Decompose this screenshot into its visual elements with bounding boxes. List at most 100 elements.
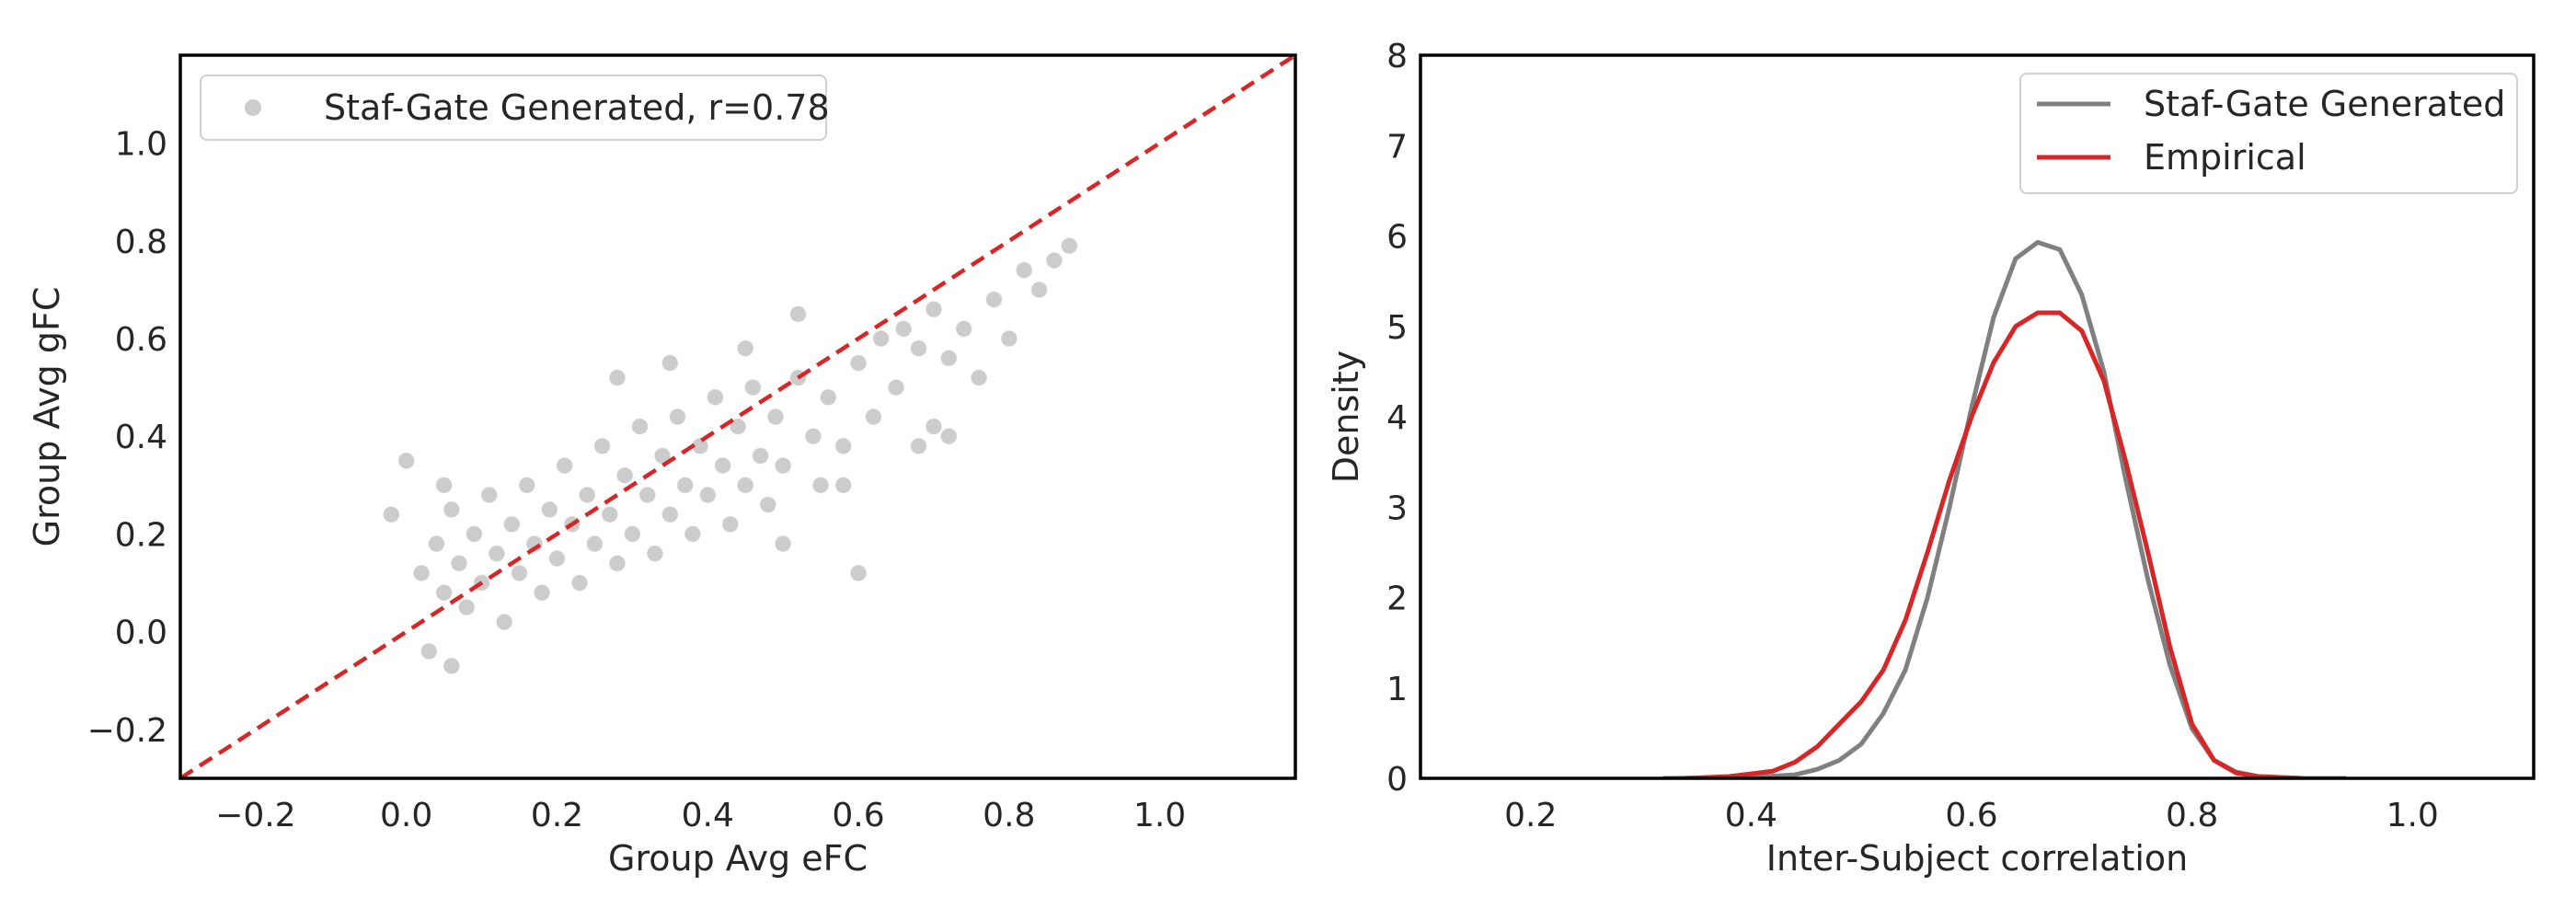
x-tick-label: 0.6 bbox=[832, 797, 884, 834]
y-tick-label: 0.2 bbox=[115, 516, 167, 554]
scatter-point bbox=[834, 437, 853, 455]
scatter-point bbox=[623, 524, 641, 544]
scatter-point bbox=[397, 452, 416, 470]
y-tick-label: 0.6 bbox=[115, 321, 167, 359]
scatter-point bbox=[668, 408, 687, 426]
y-tick-label: 2 bbox=[1386, 581, 1408, 618]
scatter-point bbox=[721, 515, 740, 534]
density-panel: 0.2 0.4 0.6 0.8 1.0 0 1 2 3 4 5 6 7 8 Inter-Subject co… bbox=[1326, 38, 2536, 879]
y-tick-label: 5 bbox=[1386, 309, 1408, 347]
scatter-point bbox=[834, 476, 853, 494]
scatter-point bbox=[751, 446, 770, 466]
scatter-panel: −0.2 0.0 0.2 0.4 0.6 0.8 1.0 −0.2 0.0 0.2 0.4 0.6 0.… bbox=[27, 53, 1297, 879]
scatter-point bbox=[646, 545, 664, 563]
scatter-point bbox=[925, 418, 943, 436]
scatter-point bbox=[540, 500, 558, 519]
scatter-point bbox=[480, 486, 499, 504]
legend: Staf-Gate Generated, r=0.78 bbox=[200, 75, 830, 141]
x-tick-label: 0.2 bbox=[531, 797, 583, 834]
scatter-point bbox=[502, 515, 521, 534]
scatter-point bbox=[970, 368, 988, 387]
x-tick-label: 0.8 bbox=[2166, 797, 2218, 834]
scatter-point bbox=[736, 476, 754, 494]
scatter-point bbox=[592, 437, 612, 455]
scatter-point bbox=[608, 368, 627, 387]
x-tick-label: 0.4 bbox=[682, 797, 734, 834]
scatter-point bbox=[435, 583, 454, 602]
scatter-point bbox=[556, 456, 574, 475]
scatter-point bbox=[1060, 236, 1078, 255]
scatter-point bbox=[420, 642, 438, 661]
scatter-point bbox=[729, 418, 747, 436]
scatter-point bbox=[774, 535, 792, 553]
y-tick-label: 0.8 bbox=[115, 224, 167, 261]
y-tick-label: 3 bbox=[1386, 489, 1408, 527]
y-tick-label: 4 bbox=[1386, 399, 1408, 437]
scatter-point bbox=[909, 339, 928, 358]
legend-box bbox=[2019, 73, 2518, 194]
scatter-point bbox=[706, 388, 725, 407]
scatter-point bbox=[465, 524, 483, 544]
scatter-point bbox=[766, 408, 785, 426]
scatter-point bbox=[570, 573, 589, 592]
scatter-point bbox=[804, 427, 822, 445]
scatter-point bbox=[661, 505, 679, 523]
y-tick-label: 6 bbox=[1386, 219, 1408, 257]
y-tick-label: −0.2 bbox=[87, 712, 167, 750]
legend-label: Empirical bbox=[2144, 137, 2306, 178]
scatter-point bbox=[630, 418, 650, 436]
legend: Staf-Gate Generated Empirical bbox=[2019, 73, 2518, 194]
y-axis-label: Density bbox=[1326, 351, 1366, 483]
scatter-point bbox=[578, 486, 596, 504]
scatter-point bbox=[871, 329, 891, 348]
plot-frame bbox=[1419, 53, 2536, 780]
x-tick-label: 1.0 bbox=[1133, 797, 1186, 834]
scatter-point bbox=[608, 554, 627, 572]
plot-area bbox=[180, 55, 1295, 778]
scatter-point bbox=[887, 378, 905, 397]
legend-label: Staf-Gate Generated, r=0.78 bbox=[324, 87, 830, 128]
empirical-density-line bbox=[1685, 310, 2303, 778]
x-tick-label: 0.0 bbox=[380, 797, 432, 834]
scatter-point bbox=[774, 456, 792, 475]
plot-frame bbox=[178, 53, 1297, 780]
plot-area bbox=[1662, 239, 2347, 778]
scatter-point bbox=[547, 549, 567, 568]
scatter-point bbox=[457, 598, 476, 616]
scatter-point bbox=[518, 476, 536, 494]
scatter-point bbox=[698, 486, 717, 504]
x-tick-label: 1.0 bbox=[2386, 797, 2439, 834]
scatter-point bbox=[533, 583, 551, 602]
scatter-point bbox=[788, 305, 808, 324]
x-tick-label: 0.4 bbox=[1725, 797, 1777, 834]
legend-marker bbox=[245, 99, 261, 116]
scatter-point bbox=[443, 500, 461, 519]
x-axis-label: Group Avg eFC bbox=[608, 838, 868, 879]
legend-label: Staf-Gate Generated bbox=[2144, 84, 2505, 124]
x-tick-label: 0.6 bbox=[1945, 797, 1997, 834]
scatter-point bbox=[939, 349, 958, 367]
scatter-point bbox=[488, 545, 506, 563]
scatter-point bbox=[849, 564, 868, 582]
scatter-point bbox=[1045, 251, 1064, 270]
y-tick-label: 7 bbox=[1386, 128, 1408, 166]
generated-density-line bbox=[1662, 239, 2347, 778]
y-axis-label: Group Avg gFC bbox=[27, 287, 67, 547]
scatter-point bbox=[819, 388, 837, 407]
scatter-point bbox=[909, 437, 928, 455]
scatter-point bbox=[743, 378, 762, 397]
scatter-point bbox=[714, 456, 732, 475]
scatter-point bbox=[849, 353, 868, 373]
scatter-point bbox=[684, 524, 702, 544]
scatter-point bbox=[412, 564, 431, 582]
y-tick-label: 0 bbox=[1386, 761, 1408, 799]
y-tick-label: 0.0 bbox=[115, 615, 167, 652]
scatter-point bbox=[585, 535, 604, 553]
scatter-point bbox=[955, 319, 973, 339]
scatter-point bbox=[382, 505, 400, 523]
scatter-point bbox=[925, 300, 943, 318]
scatter-point bbox=[510, 564, 529, 582]
scatter-point bbox=[427, 535, 446, 553]
scatter-point bbox=[1015, 261, 1033, 280]
